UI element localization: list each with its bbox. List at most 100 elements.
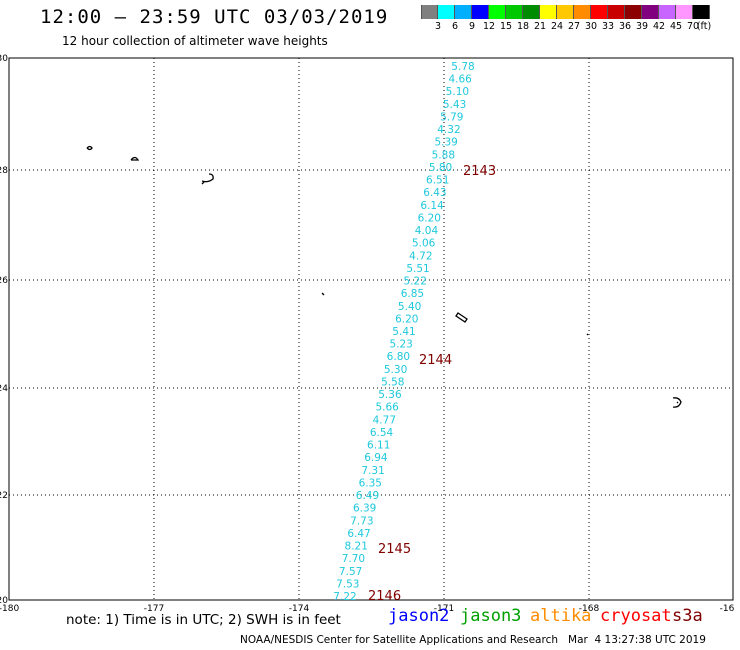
wave-height-value: 6.85 xyxy=(401,288,424,300)
island-4 xyxy=(455,312,468,323)
scale-swatch xyxy=(693,5,710,19)
color-scale-labels: 3 6 9 12 15 18 21 24 27 30 33 36 39 42 45 70 (ft) xyxy=(421,21,740,35)
scale-swatch xyxy=(421,5,438,19)
wave-height-value: 6.80 xyxy=(387,351,410,363)
wave-height-value: 6.39 xyxy=(353,503,376,515)
scale-label: 15 xyxy=(499,21,513,32)
wave-height-value: 5.36 xyxy=(378,389,402,401)
y-tick-label: 20 xyxy=(0,596,8,606)
y-tick-label: 26 xyxy=(0,276,8,286)
scale-swatch xyxy=(608,5,625,19)
x-tick-label: -180 xyxy=(0,604,19,614)
scale-swatch xyxy=(506,5,523,19)
scale-swatch xyxy=(523,5,540,19)
wave-height-value: 5.79 xyxy=(440,111,463,123)
x-tick-label: -16 xyxy=(720,604,735,614)
wave-height-value: 5.58 xyxy=(381,376,404,388)
scale-label: 27 xyxy=(567,21,581,32)
scale-label: 39 xyxy=(635,21,649,32)
map-subtitle: 12 hour collection of altimeter wave hei… xyxy=(62,34,328,48)
wave-height-value: 4.66 xyxy=(448,74,472,86)
x-tick-label: -177 xyxy=(144,604,164,614)
wave-height-value: 5.88 xyxy=(432,149,455,161)
track-number-label: 2146 xyxy=(368,589,401,604)
wave-height-value: 8.21 xyxy=(345,541,368,553)
island-5 xyxy=(672,397,682,408)
credit-line: NOAA/NESDIS Center for Satellite Applica… xyxy=(240,634,706,646)
track-number-label: 2145 xyxy=(378,542,411,557)
wave-height-value: 5.10 xyxy=(446,86,469,98)
island-6 xyxy=(321,292,325,296)
wave-height-value: 6.20 xyxy=(418,212,441,224)
wave-height-value: 6.43 xyxy=(423,187,446,199)
y-tick-label: 28 xyxy=(0,166,8,176)
scale-label: 33 xyxy=(601,21,615,32)
scale-swatch xyxy=(557,5,574,19)
footer-note: note: 1) Time is in UTC; 2) SWH is in fe… xyxy=(66,612,341,628)
wave-height-value: 5.30 xyxy=(384,364,407,376)
wave-height-value: 5.39 xyxy=(434,137,457,149)
wave-height-value: 6.20 xyxy=(395,313,418,325)
island-3 xyxy=(201,173,214,185)
scale-label: 24 xyxy=(550,21,564,32)
wave-height-value: 5.41 xyxy=(392,326,415,338)
wave-height-value: 4.04 xyxy=(415,225,439,237)
y-tick-label: 24 xyxy=(0,384,8,394)
track-number-label: 2143 xyxy=(463,164,496,179)
island-7 xyxy=(586,333,589,336)
wave-height-value: 6.47 xyxy=(347,528,370,540)
wave-height-value: 6.51 xyxy=(426,175,449,187)
satellite-jason2: jason2 xyxy=(388,606,450,626)
scale-label: 42 xyxy=(652,21,666,32)
wave-track: 5.784.665.105.435.794.325.395.885.806.51… xyxy=(333,61,496,604)
scale-label: (ft) xyxy=(696,21,712,32)
map-title: 12:00 — 23:59 UTC 03/03/2019 xyxy=(40,6,389,28)
wave-height-value: 5.80 xyxy=(429,162,452,174)
island-2 xyxy=(130,156,140,161)
wave-height-value: 5.22 xyxy=(404,276,427,288)
map-grid xyxy=(9,58,733,600)
scale-label: 6 xyxy=(451,21,459,32)
wave-height-value: 7.57 xyxy=(339,566,362,578)
wave-height-value: 5.78 xyxy=(451,61,474,73)
wave-height-value: 7.53 xyxy=(336,578,359,590)
x-tick-label: -171 xyxy=(434,604,454,614)
wave-height-value: 7.70 xyxy=(342,553,365,565)
track-number-label: 2144 xyxy=(419,353,452,368)
wave-height-value: 5.66 xyxy=(375,402,399,414)
wave-height-value: 4.72 xyxy=(409,250,432,262)
color-scale xyxy=(421,5,710,19)
wave-height-value: 7.31 xyxy=(361,465,384,477)
wave-height-value: 5.40 xyxy=(398,301,421,313)
y-axis-ticks: 30 28 26 24 22 20 xyxy=(0,54,8,606)
scale-swatch xyxy=(659,5,676,19)
map-frame xyxy=(8,57,734,601)
island-1 xyxy=(86,145,93,151)
scale-swatch xyxy=(625,5,642,19)
wave-height-value: 6.49 xyxy=(356,490,379,502)
island-outlines xyxy=(86,145,682,408)
wave-height-value: 6.54 xyxy=(370,427,394,439)
satellite-altika: altika xyxy=(530,606,592,626)
scale-label: 3 xyxy=(434,21,442,32)
scale-label: 30 xyxy=(584,21,598,32)
wave-height-value: 5.43 xyxy=(443,99,466,111)
scale-label: 45 xyxy=(669,21,683,32)
scale-swatch xyxy=(540,5,557,19)
scale-label: 36 xyxy=(618,21,632,32)
scale-swatch xyxy=(676,5,693,19)
satellite-jason3: jason3 xyxy=(460,606,522,626)
wave-height-value: 6.14 xyxy=(420,200,444,212)
x-tick-label: -168 xyxy=(579,604,600,614)
wave-height-value: 5.23 xyxy=(389,339,412,351)
x-axis-ticks: -180 -177 -174 -171 -168 -16 xyxy=(0,604,735,614)
wave-height-value: 6.94 xyxy=(364,452,388,464)
wave-height-value: 6.35 xyxy=(359,477,382,489)
wave-height-value: 4.77 xyxy=(373,414,396,426)
y-tick-label: 22 xyxy=(0,491,8,501)
wave-height-value: 5.06 xyxy=(412,238,436,250)
satellite-s3a: s3a xyxy=(672,606,703,626)
wave-height-value: 4.32 xyxy=(437,124,460,136)
wave-height-value: 5.51 xyxy=(406,263,429,275)
